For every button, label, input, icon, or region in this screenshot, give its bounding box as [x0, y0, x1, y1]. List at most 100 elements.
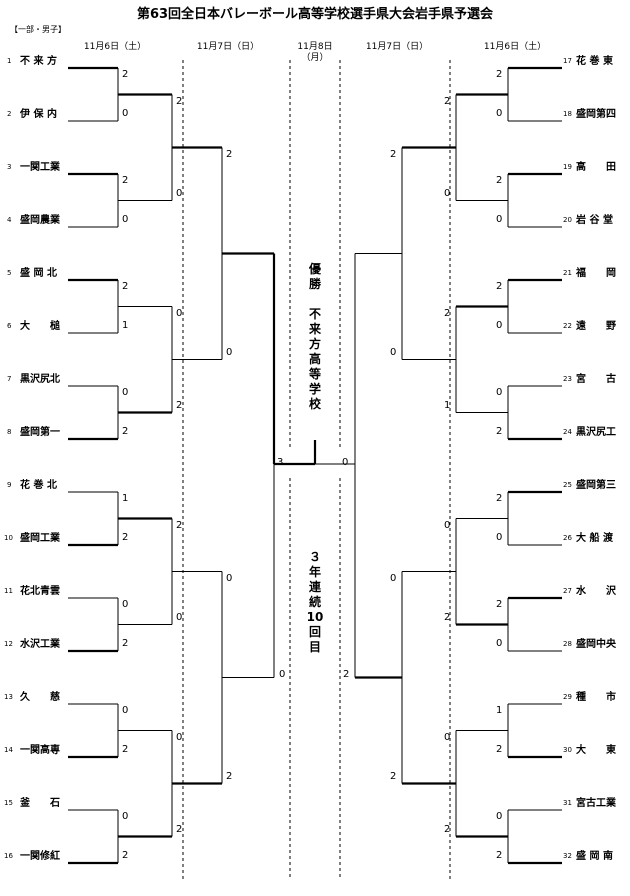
right-team-seed: 22 — [563, 322, 572, 330]
consecutive-char: 続 — [308, 595, 321, 609]
left-r1-score: 0 — [122, 599, 129, 610]
consecutive-char: ３ — [308, 550, 321, 564]
left-r3-score: 2 — [226, 770, 233, 782]
left-team-name: 盛岡農業 — [20, 215, 60, 226]
left-team-name: 盛岡工業 — [20, 533, 60, 544]
left-team-name: 久 慈 — [20, 692, 60, 703]
champion-char: 方 — [308, 337, 321, 351]
left-team-name: 一関高専 — [20, 745, 60, 756]
left-r2-score: 2 — [176, 399, 183, 411]
left-team-name: 一関修紅 — [20, 851, 60, 862]
date-final-line2: （月） — [301, 53, 329, 64]
champion-char: 等 — [308, 367, 321, 381]
date-left-round2: 11月7日（日） — [196, 42, 260, 52]
left-team-seed: 7 — [7, 375, 12, 383]
bracket-title: 第63回全日本バレーボール高等学校選手県大会岩手県予選会 — [136, 7, 494, 22]
right-team-name: 大 東 — [576, 745, 616, 756]
left-team-name: 釜 石 — [20, 798, 60, 809]
left-r1-score: 2 — [122, 426, 129, 437]
left-r2-score: 0 — [176, 307, 183, 319]
right-team-name: 盛岡第三 — [576, 480, 616, 491]
right-team-seed: 24 — [563, 428, 572, 436]
left-team-seed: 11 — [4, 587, 13, 595]
left-r1-score: 2 — [122, 281, 129, 292]
champion-char: 不 — [308, 307, 321, 321]
champion-char: 優 — [308, 262, 321, 276]
left-team-name: 黒沢尻北 — [20, 374, 60, 385]
left-r1-score: 2 — [122, 638, 129, 649]
right-team-name: 盛岡中央 — [576, 639, 616, 650]
left-team-name: 盛 岡 北 — [20, 268, 57, 279]
left-team-seed: 12 — [4, 640, 13, 648]
right-team-seed: 32 — [563, 852, 572, 860]
left-r2-score: 0 — [176, 611, 183, 623]
right-r3-score: 2 — [390, 148, 397, 160]
right-r3-score: 0 — [390, 346, 397, 358]
date-right-round1: 11月6日（土） — [483, 42, 547, 52]
champion-char: 高 — [308, 352, 321, 366]
date-left-round1: 11月6日（土） — [83, 42, 147, 52]
consecutive-char: 連 — [308, 580, 321, 594]
right-r1-score: 0 — [496, 214, 503, 225]
left-r3-score: 0 — [226, 572, 233, 584]
champion-char: 学 — [308, 382, 321, 396]
right-team-name: 種 市 — [576, 692, 616, 703]
right-team-name: 高 田 — [576, 162, 616, 173]
right-team-name: 花 巻 東 — [576, 56, 613, 67]
right-team-name: 黒沢尻工 — [576, 427, 616, 438]
date-final-day: 11月8日 （月） — [286, 42, 344, 65]
right-team-seed: 17 — [563, 57, 572, 65]
left-team-seed: 10 — [4, 534, 13, 542]
right-team-name: 宮古工業 — [576, 798, 616, 809]
left-team-name: 伊 保 内 — [20, 109, 57, 120]
left-team-seed: 1 — [7, 57, 12, 65]
date-final-line1: 11月8日 — [297, 42, 333, 52]
right-team-seed: 18 — [563, 110, 572, 118]
right-team-name: 遠 野 — [576, 321, 616, 332]
left-team-name: 花 巻 北 — [20, 480, 57, 491]
left-r1-score: 0 — [122, 705, 129, 716]
right-team-seed: 29 — [563, 693, 572, 701]
left-sf-lower-score: 0 — [279, 669, 286, 680]
right-r1-score: 0 — [496, 811, 503, 822]
left-r1-score: 0 — [122, 387, 129, 398]
right-r1-score: 2 — [496, 493, 503, 504]
right-team-name: 水 沢 — [576, 586, 616, 597]
right-team-seed: 25 — [563, 481, 572, 489]
right-team-seed: 19 — [563, 163, 572, 171]
right-r1-score: 0 — [496, 108, 503, 119]
right-final-score: 0 — [342, 457, 349, 468]
right-team-name: 大 船 渡 — [576, 533, 613, 544]
left-team-name: 不 来 方 — [20, 56, 57, 67]
right-team-seed: 28 — [563, 640, 572, 648]
right-team-seed: 20 — [563, 216, 572, 224]
right-r3-score: 2 — [390, 770, 397, 782]
right-r1-score: 2 — [496, 744, 503, 755]
right-r1-score: 2 — [496, 599, 503, 610]
right-r2-score: 0 — [444, 519, 451, 531]
left-team-seed: 13 — [4, 693, 13, 701]
right-r1-score: 0 — [496, 320, 503, 331]
left-team-seed: 5 — [7, 269, 12, 277]
left-team-name: 盛岡第一 — [20, 427, 60, 438]
left-r1-score: 2 — [122, 744, 129, 755]
division-label: 【一部・男子】 — [10, 25, 66, 34]
champion-char: 来 — [308, 322, 321, 336]
right-team-name: 岩 谷 堂 — [576, 215, 613, 226]
right-r2-score: 0 — [444, 731, 451, 743]
champion-label: 優勝 不来方高等学校 — [302, 262, 328, 412]
right-team-seed: 26 — [563, 534, 572, 542]
left-r1-score: 0 — [122, 811, 129, 822]
left-r1-score: 2 — [122, 69, 129, 80]
right-r1-score: 2 — [496, 69, 503, 80]
consecutive-char: 目 — [308, 640, 321, 654]
left-r2-score: 2 — [176, 519, 183, 531]
right-r2-score: 2 — [444, 823, 451, 835]
left-team-name: 花北青雲 — [20, 586, 60, 597]
right-r2-score: 0 — [444, 187, 451, 199]
left-r3-score: 0 — [226, 346, 233, 358]
consecutive-char: 回 — [308, 625, 321, 639]
right-r2-score: 2 — [444, 611, 451, 623]
right-team-seed: 31 — [563, 799, 572, 807]
